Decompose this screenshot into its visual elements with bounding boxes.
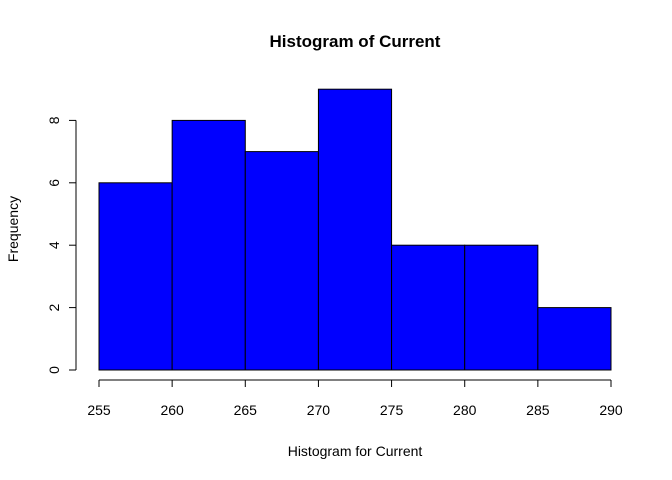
x-axis-label: Histogram for Current bbox=[288, 443, 423, 459]
bars-group bbox=[98, 88, 612, 371]
x-tick-label: 270 bbox=[307, 402, 331, 418]
y-axis: 0 2 4 6 8 bbox=[46, 116, 77, 374]
y-tick-label: 0 bbox=[46, 366, 62, 374]
histogram-bar bbox=[537, 307, 612, 371]
y-tick-label: 6 bbox=[46, 179, 62, 187]
histogram-bar bbox=[464, 244, 539, 371]
chart-title: Histogram of Current bbox=[270, 32, 441, 51]
x-tick-label: 260 bbox=[160, 402, 184, 418]
x-tick-label: 285 bbox=[526, 402, 550, 418]
x-tick-label: 290 bbox=[599, 402, 623, 418]
histogram-bar bbox=[98, 182, 173, 371]
histogram-bar bbox=[244, 151, 319, 371]
histogram-bar bbox=[317, 88, 393, 371]
histogram-bar bbox=[391, 244, 466, 371]
y-tick-label: 2 bbox=[46, 303, 62, 311]
y-axis-label: Frequency bbox=[5, 196, 21, 262]
x-tick-label: 280 bbox=[453, 402, 477, 418]
x-tick-label: 255 bbox=[87, 402, 111, 418]
y-tick-label: 8 bbox=[46, 116, 62, 124]
x-tick-label: 265 bbox=[234, 402, 258, 418]
x-tick-label: 275 bbox=[380, 402, 404, 418]
y-tick-label: 4 bbox=[46, 241, 62, 249]
x-axis: 255 260 265 270 275 280 285 290 bbox=[87, 379, 623, 418]
histogram-bar bbox=[171, 119, 246, 371]
